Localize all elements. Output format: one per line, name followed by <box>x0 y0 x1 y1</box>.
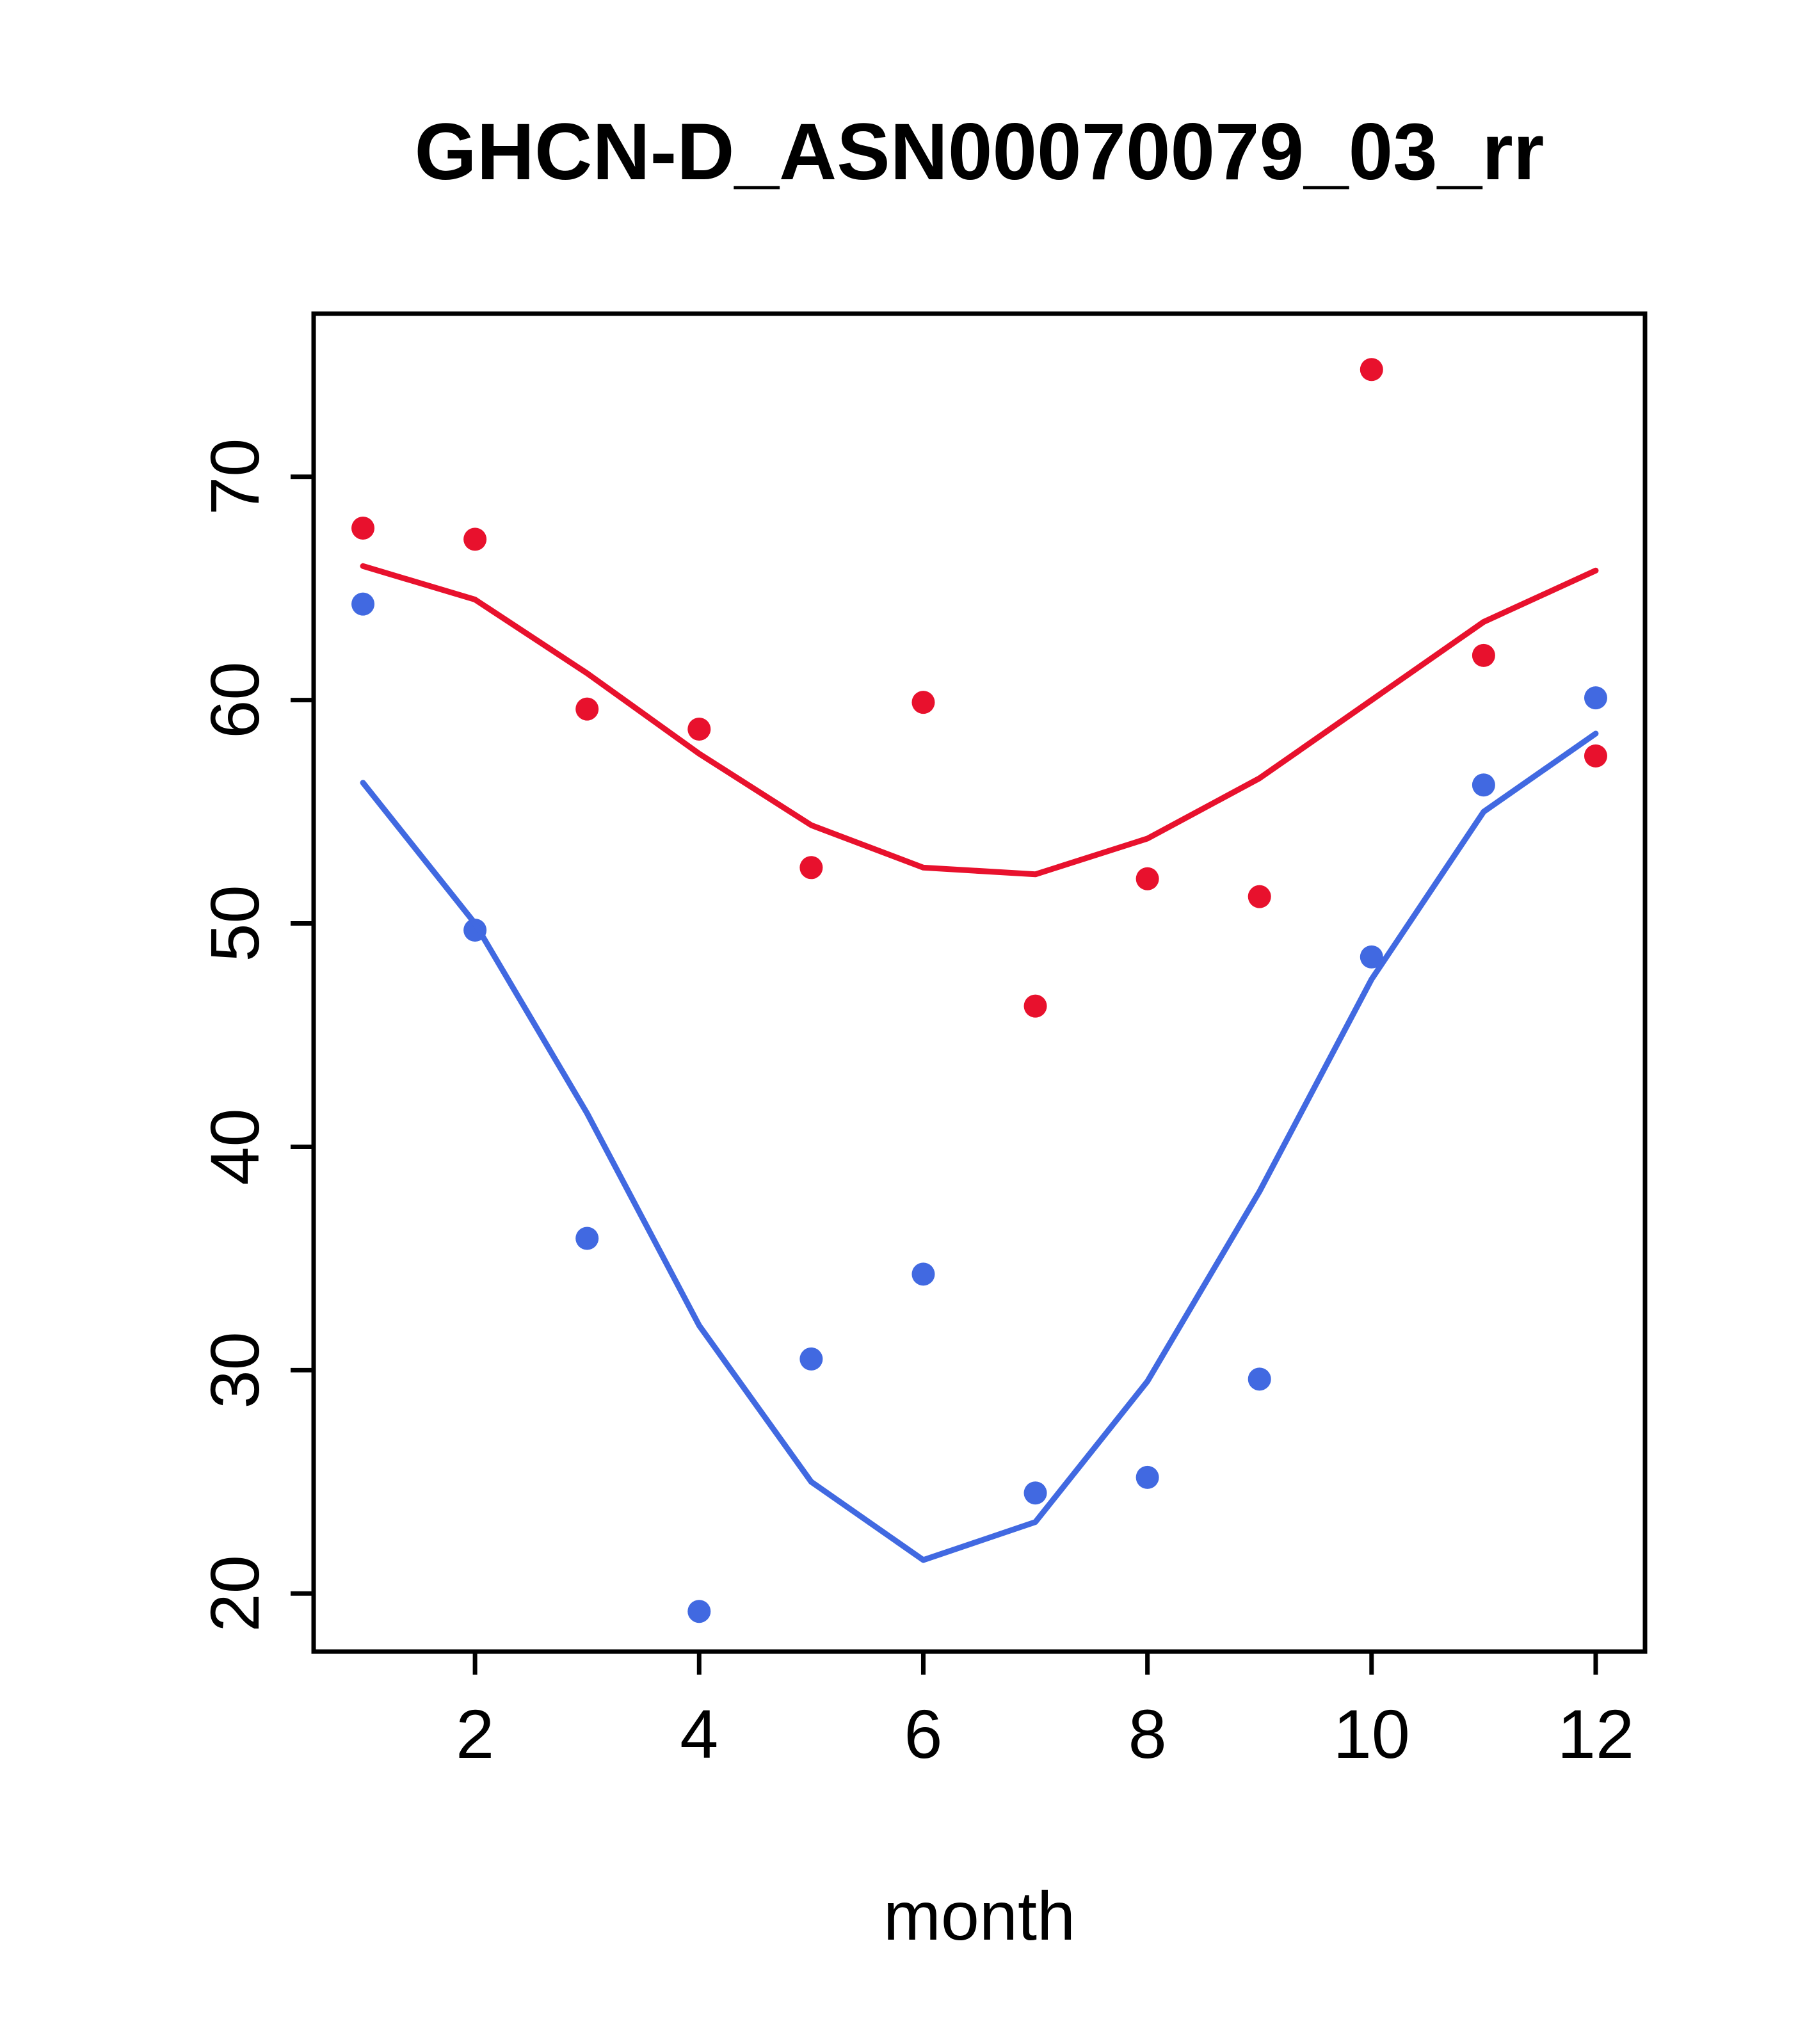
blue-points-marker <box>799 1347 823 1371</box>
y-axis-tick-label: 40 <box>196 1108 273 1185</box>
red-smooth-line <box>360 563 1599 878</box>
x-axis-tick-label: 8 <box>1128 1695 1167 1773</box>
chart-title: GHCN-D_ASN00070079_03_rr <box>415 108 1545 197</box>
red-points-marker <box>911 691 935 714</box>
blue-points-marker <box>911 1262 935 1286</box>
red-points-marker <box>687 717 711 741</box>
blue-points-marker <box>1360 945 1383 969</box>
y-axis-tick-label: 50 <box>196 885 273 962</box>
x-axis-label: month <box>883 1877 1075 1954</box>
blue-points-marker <box>1136 1465 1159 1489</box>
blue-points-marker <box>575 1227 599 1250</box>
blue-points-marker <box>687 1600 711 1623</box>
x-axis-tick-label: 10 <box>1333 1695 1410 1773</box>
blue-points-marker <box>1248 1367 1271 1391</box>
red-points-marker <box>1023 994 1047 1018</box>
red-points-marker <box>463 527 487 551</box>
red-points-marker <box>1472 643 1495 667</box>
red-points-marker <box>1360 358 1383 382</box>
blue-smooth-line <box>360 730 1599 1563</box>
x-axis-tick-label: 6 <box>904 1695 942 1773</box>
red-points-marker <box>1136 867 1159 890</box>
red-points-marker <box>1248 885 1271 908</box>
y-axis-tick-label: 20 <box>196 1555 273 1632</box>
y-axis-tick-label: 30 <box>196 1332 273 1408</box>
plot-box <box>311 311 1648 1654</box>
red-points-marker <box>799 856 823 880</box>
blue-points-marker <box>351 592 375 616</box>
blue-points-marker <box>1584 686 1607 710</box>
blue-points-marker <box>1472 773 1495 797</box>
red-points-marker <box>575 697 599 721</box>
x-axis-tick-label: 4 <box>680 1695 718 1773</box>
red-points-marker <box>351 516 375 540</box>
x-axis-tick-label: 2 <box>456 1695 494 1773</box>
y-axis-tick-label: 60 <box>196 662 273 739</box>
x-axis-tick-label: 12 <box>1557 1695 1634 1773</box>
red-points-marker <box>1584 744 1607 768</box>
plot-area: 2 4 6 8 10 12 20 30 40 50 60 70 <box>196 311 1648 1773</box>
y-axis-tick-label: 70 <box>196 439 273 515</box>
blue-points-marker <box>1023 1481 1047 1505</box>
